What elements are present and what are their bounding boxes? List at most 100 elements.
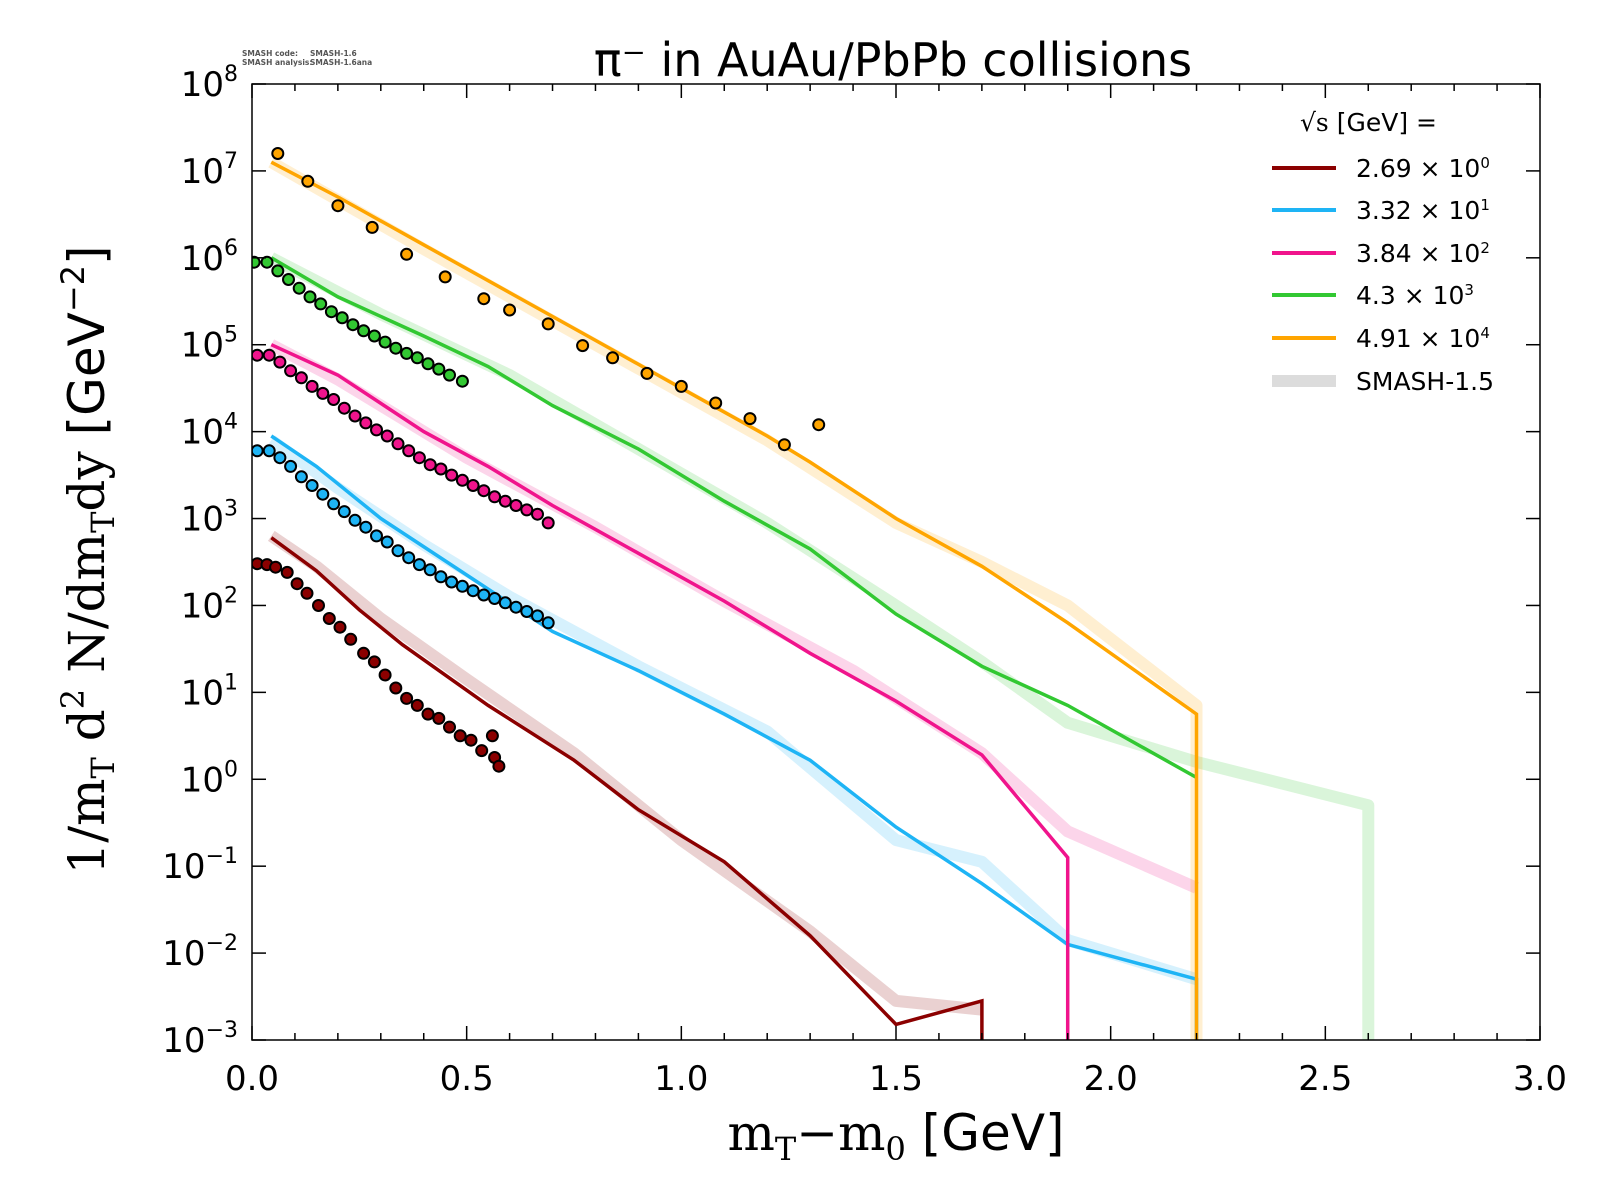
y-axis-label: 1/mT d2 N/dmTdy [GeV−2] [54, 245, 122, 874]
data-point-2-5 [305, 379, 319, 393]
chart-title: π⁻ in AuAu/PbPb collisions [594, 33, 1192, 87]
data-point-3-3 [282, 273, 295, 286]
data-point-2-24 [509, 499, 523, 512]
data-point-1-11 [370, 529, 383, 543]
x-tick-label-0: 0.0 [225, 1059, 279, 1099]
data-point-1-7 [327, 497, 341, 511]
x-tick-label-3: 1.5 [869, 1059, 923, 1099]
data-point-3-15 [410, 351, 424, 365]
data-point-2-10 [359, 416, 373, 430]
y-tick-labels: 108 107 106 105 104 103 102 101 100 10−1… [162, 62, 238, 1061]
legend-label-4: 4.91 × 104 [1356, 324, 1490, 353]
data-point-0-6 [312, 599, 325, 612]
y-tick-label-9: 10−1 [162, 844, 238, 887]
data-point-1-20 [466, 584, 480, 598]
data-point-4-12 [674, 379, 688, 393]
series-line-0 [270, 536, 984, 1040]
data-point-1-24 [509, 600, 523, 614]
data-point-2-8 [337, 401, 351, 415]
y-tick-label-8: 100 [181, 757, 238, 800]
y-tick-label-1: 107 [181, 149, 238, 192]
data-point-0-13 [389, 681, 403, 695]
data-point-1-21 [477, 588, 491, 602]
data-point-0-19 [453, 729, 467, 743]
data-point-1-1 [262, 444, 276, 458]
y-tick-label-7: 101 [181, 670, 238, 713]
data-point-4-4 [400, 247, 414, 261]
data-point-3-6 [314, 297, 328, 311]
x-tick-label-4: 2.0 [1084, 1059, 1138, 1099]
x-tick-labels: 0.0 0.5 1.0 1.5 2.0 2.5 3.0 [225, 1059, 1567, 1099]
credit-code-value: SMASH-1.6 [310, 49, 357, 58]
data-point-3-7 [324, 305, 338, 319]
data-point-0-10 [357, 646, 371, 660]
data-point-1-26 [531, 609, 544, 623]
data-point-1-8 [337, 505, 351, 519]
data-point-1-17 [434, 570, 448, 584]
data-point-4-16 [812, 418, 826, 432]
data-point-0-14 [400, 691, 414, 705]
data-point-3-16 [421, 357, 435, 371]
data-point-3-8 [335, 311, 349, 325]
data-point-2-13 [391, 437, 405, 451]
data-point-2-4 [294, 371, 308, 385]
data-point-2-1 [262, 348, 276, 362]
data-point-0-15 [410, 698, 424, 712]
data-point-0-21 [475, 744, 489, 758]
data-point-2-21 [477, 484, 491, 498]
data-point-0-17 [432, 711, 446, 725]
series-line-3 [270, 256, 1198, 780]
data-point-2-17 [434, 462, 448, 476]
legend-label-2: 3.84 × 102 [1356, 239, 1490, 268]
data-point-4-5 [438, 270, 452, 284]
data-point-4-9 [576, 339, 590, 353]
y-tick-label-2: 106 [181, 236, 238, 279]
data-point-4-3 [365, 220, 379, 234]
legend-label-3: 4.3 × 103 [1356, 281, 1474, 310]
data-point-2-12 [380, 429, 394, 443]
data-point-0-8 [333, 620, 347, 634]
credit-analysis-value: SMASH-1.6ana [310, 58, 372, 67]
data-point-0-16 [421, 707, 435, 721]
reference-line-0 [267, 530, 983, 1016]
x-tick-label-1: 0.5 [440, 1059, 494, 1099]
data-point-2-19 [455, 473, 469, 487]
data-point-1-14 [402, 551, 416, 565]
data-point-3-5 [303, 290, 317, 304]
data-point-3-11 [367, 329, 381, 343]
legend-label-reference: SMASH-1.5 [1356, 367, 1494, 396]
data-point-1-27 [541, 616, 555, 630]
data-point-1-10 [359, 520, 373, 534]
data-point-1-3 [284, 459, 298, 473]
data-point-2-22 [488, 490, 502, 504]
legend-label-0: 2.69 × 100 [1356, 154, 1490, 183]
data-point-1-18 [445, 575, 459, 589]
data-point-2-7 [327, 393, 341, 406]
data-point-0-7 [322, 612, 336, 625]
data-point-0-18 [443, 720, 456, 734]
data-point-0-11 [367, 655, 381, 669]
x-tick-label-5: 2.5 [1298, 1059, 1352, 1099]
data-point-2-20 [466, 479, 480, 492]
data-point-4-0 [271, 147, 285, 160]
data-point-0-12 [378, 668, 392, 682]
axis-ticks [251, 83, 1541, 1041]
data-point-3-17 [432, 362, 446, 376]
credit-analysis-label: SMASH analysis: [242, 58, 312, 67]
data-point-0-23 [492, 759, 506, 773]
x-tick-label-2: 1.0 [654, 1059, 708, 1099]
data-point-1-2 [273, 451, 287, 465]
data-point-1-16 [423, 563, 437, 577]
y-tick-label-11: 10−3 [162, 1018, 238, 1061]
data-point-4-7 [503, 303, 517, 317]
data-point-1-6 [316, 487, 330, 501]
y-tick-label-5: 103 [181, 497, 238, 540]
data-point-1-13 [391, 544, 405, 558]
data-point-1-0 [252, 444, 264, 458]
y-tick-label-10: 10−2 [162, 931, 238, 974]
data-point-1-23 [498, 596, 512, 610]
data-point-1-25 [520, 605, 534, 618]
data-point-3-0 [252, 255, 261, 269]
data-point-1-12 [380, 535, 394, 549]
data-point-2-11 [370, 423, 383, 437]
